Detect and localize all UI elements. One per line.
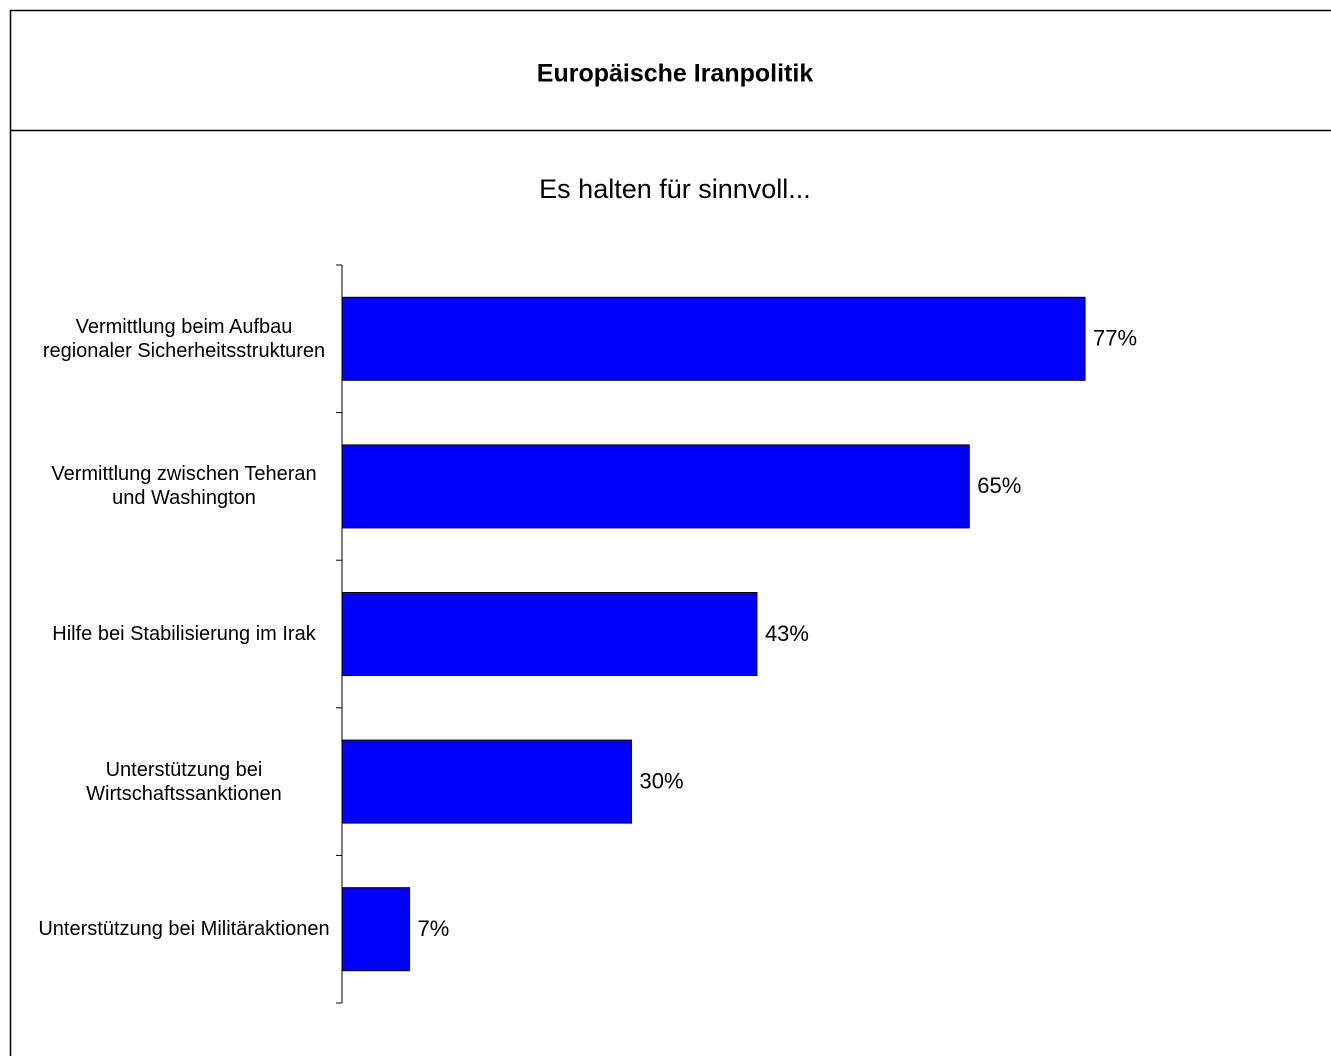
category-label: Hilfe bei Stabilisierung im Irak: [52, 623, 316, 645]
category-label: Vermittlung beim Aufbau regionaler Siche…: [42, 315, 326, 362]
bar: [341, 887, 411, 972]
value-label: 30%: [640, 768, 684, 793]
value-label: 7%: [418, 916, 450, 941]
value-label: 65%: [977, 473, 1021, 498]
bar: [341, 739, 632, 824]
chart-subtitle: Es halten für sinnvoll...: [539, 174, 811, 204]
chart-title: Europäische Iranpolitik: [537, 60, 814, 88]
value-label: 43%: [765, 621, 809, 646]
bar: [341, 296, 1086, 381]
value-label: 77%: [1093, 326, 1137, 351]
bar: [341, 592, 758, 676]
category-label: Vermittlung zwischen Teheran und Washing…: [51, 463, 317, 510]
bar: [341, 444, 970, 529]
category-label: Unterstützung bei Militäraktionen: [38, 918, 330, 941]
category-label: Unterstützung bei Wirtschaftssanktionen: [86, 758, 282, 805]
